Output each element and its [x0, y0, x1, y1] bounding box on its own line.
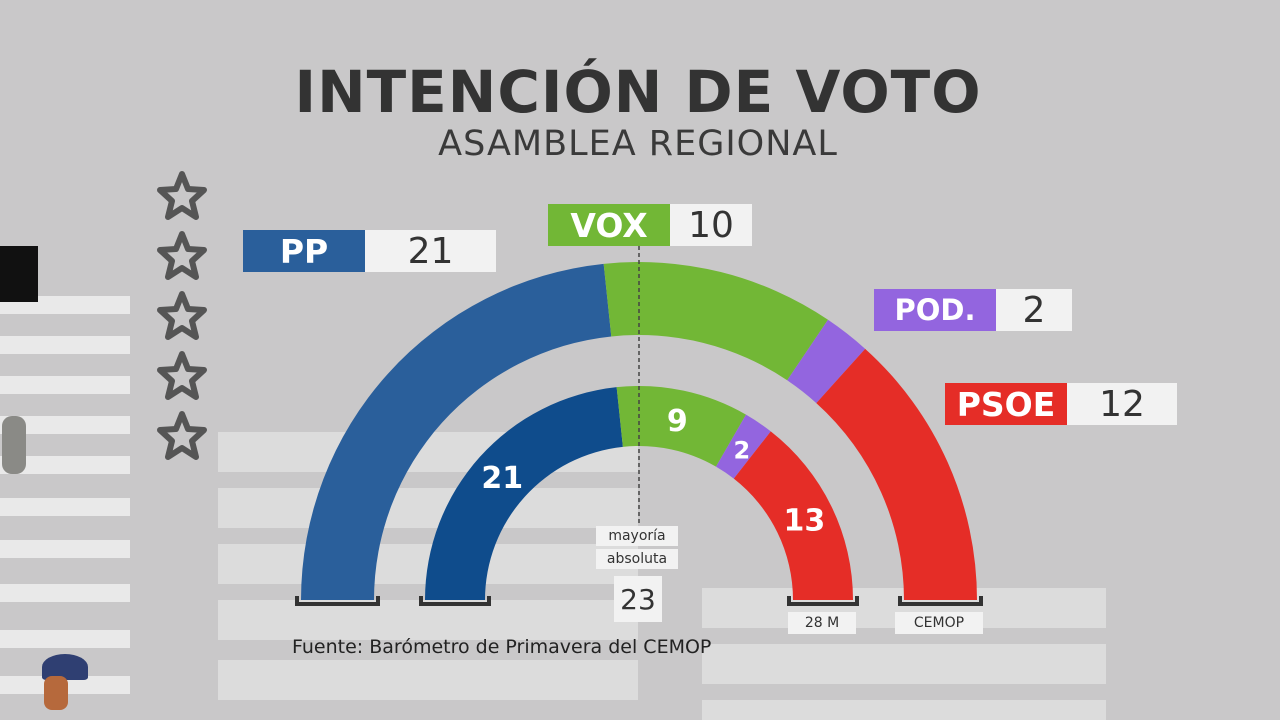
star-column: [156, 170, 208, 470]
majority-label-line2: absoluta: [596, 549, 678, 569]
background-stripe: [702, 700, 1106, 720]
legend-psoe-name: PSOE: [945, 383, 1067, 425]
inner-arc-vox: [616, 386, 746, 467]
outer-ring-tag: CEMOP: [895, 612, 983, 634]
crosswalk-stripe: [0, 540, 130, 558]
crosswalk-stripe: [0, 456, 130, 474]
background-stripe: [702, 644, 1106, 684]
majority-value: 23: [614, 576, 662, 622]
background-stripe: [218, 488, 638, 528]
background-stripe: [218, 600, 638, 640]
crosswalk-stripe: [0, 498, 130, 516]
pedestrian-photo: [2, 416, 26, 474]
legend-pod-seats: 2: [996, 289, 1072, 331]
inner-arc-psoe: [733, 431, 853, 600]
pedestrian-photo: [44, 676, 68, 710]
legend-pod: POD. 2: [874, 289, 1072, 331]
legend-pp-name: PP: [243, 230, 365, 272]
legend-psoe-seats: 12: [1067, 383, 1177, 425]
inner-ring-tag: 28 M: [788, 612, 856, 634]
background-stripe: [218, 660, 638, 700]
crosswalk-stripe: [0, 336, 130, 354]
outer-arc-pp: [301, 263, 612, 600]
legend-vox-name: VOX: [548, 204, 670, 246]
outer-arc-pod: [787, 319, 866, 404]
inner-base-bracket-left: [419, 596, 491, 606]
inner-arc-pp: [425, 387, 623, 600]
outer-arc-psoe: [816, 348, 977, 600]
majority-label-line1: mayoría: [596, 526, 678, 546]
source-note: Fuente: Barómetro de Primavera del CEMOP: [292, 636, 712, 658]
star-icon: [157, 291, 207, 340]
chart-title: INTENCIÓN DE VOTO: [294, 58, 982, 126]
inner-arc-pod: [716, 414, 771, 479]
inner-value-label-vox: 9: [667, 404, 688, 439]
star-icon: [157, 231, 207, 280]
star-icon: [157, 171, 207, 220]
crosswalk-stripe: [0, 630, 130, 648]
inner-value-label-pod: 2: [734, 436, 751, 464]
star-icon: [157, 351, 207, 400]
legend-vox: VOX 10: [548, 204, 752, 246]
chart-subtitle: ASAMBLEA REGIONAL: [438, 124, 838, 164]
inner-base-bracket-right: [787, 596, 859, 606]
outer-base-bracket-right: [898, 596, 983, 606]
star-icon: [157, 411, 207, 460]
legend-vox-seats: 10: [670, 204, 752, 246]
legend-pp: PP 21: [243, 230, 496, 272]
crosswalk-stripe: [0, 584, 130, 602]
dark-photo-block: [0, 246, 38, 302]
legend-psoe: PSOE 12: [945, 383, 1177, 425]
outer-base-bracket-left: [295, 596, 380, 606]
legend-pod-name: POD.: [874, 289, 996, 331]
umbrella-photo: [42, 654, 88, 680]
legend-pp-seats: 21: [365, 230, 496, 272]
inner-value-label-pp: 21: [481, 461, 523, 496]
outer-arc-vox: [603, 262, 829, 381]
crosswalk-stripe: [0, 416, 130, 434]
inner-value-label-psoe: 13: [784, 503, 826, 538]
crosswalk-stripe: [0, 376, 130, 394]
